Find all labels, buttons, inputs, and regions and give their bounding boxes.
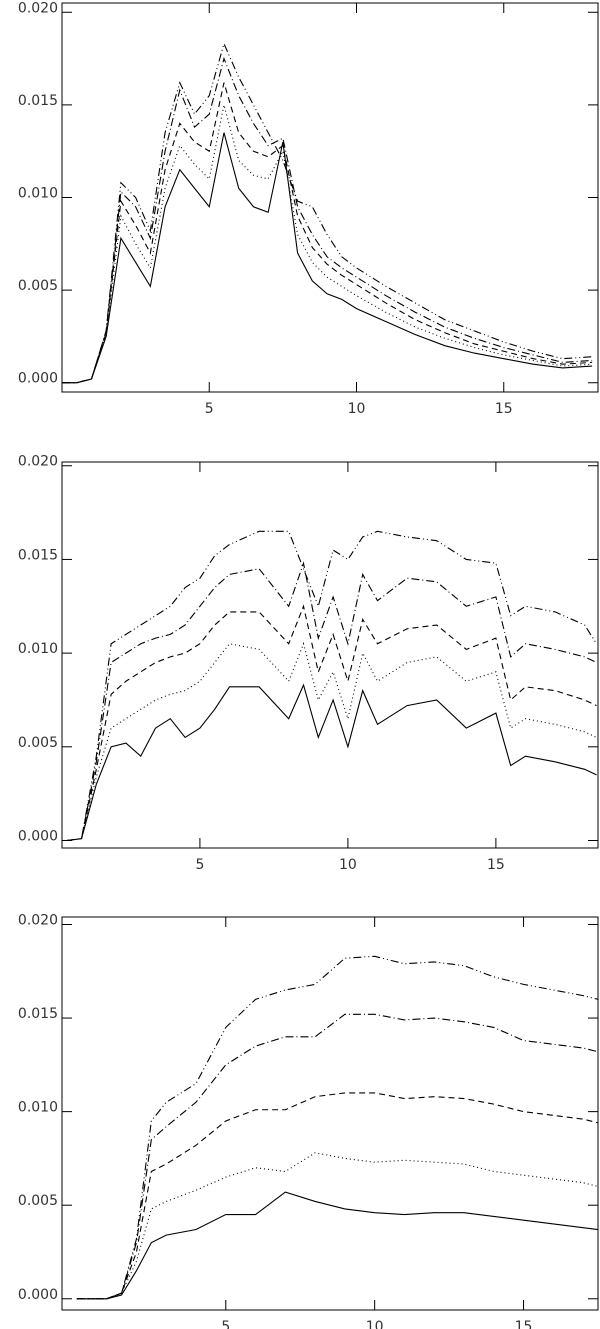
y-tick-label: 0.000 (18, 371, 58, 387)
x-tick-label: 5 (195, 857, 204, 873)
series-line (66, 641, 597, 842)
x-tick-label: 10 (348, 401, 366, 417)
plot-frame (61, 461, 599, 849)
y-tick-label: 0.015 (18, 93, 58, 109)
series-line (76, 1092, 599, 1300)
y-tick-label: 0.000 (18, 1287, 58, 1303)
series-line (62, 82, 593, 384)
y-tick-label: 0.020 (18, 454, 58, 470)
y-tick-label: 0.005 (18, 735, 58, 751)
y-tick-label: 0.015 (18, 547, 58, 563)
y-tick-label: 0.010 (18, 641, 58, 657)
y-tick-label: 0.000 (18, 829, 58, 845)
series-line (76, 1191, 599, 1300)
series-line (76, 1152, 599, 1300)
x-tick-label: 15 (495, 401, 513, 417)
x-tick-label: 15 (515, 1319, 533, 1329)
y-tick-label: 0.005 (18, 1193, 58, 1209)
y-tick-label: 0.010 (18, 1100, 58, 1116)
series-line (76, 1013, 599, 1300)
x-tick-label: 10 (339, 857, 357, 873)
series-line (62, 56, 593, 384)
y-tick-label: 0.005 (18, 278, 58, 294)
series-line (66, 604, 597, 842)
y-tick-label: 0.020 (18, 912, 58, 928)
series-line (62, 104, 593, 384)
x-tick-label: 15 (487, 857, 505, 873)
y-tick-label: 0.010 (18, 186, 58, 202)
x-tick-label: 10 (366, 1319, 384, 1329)
plot-frame (61, 916, 599, 1311)
y-tick-label: 0.015 (18, 1006, 58, 1022)
series-line (62, 132, 593, 384)
y-tick-label: 0.020 (18, 0, 58, 16)
series-line (66, 530, 597, 842)
series-line (76, 955, 599, 1300)
series-line (66, 561, 597, 842)
series-line (62, 42, 593, 384)
x-tick-label: 5 (221, 1319, 230, 1329)
x-tick-label: 5 (205, 401, 214, 417)
plot-frame (61, 2, 599, 393)
series-line (66, 683, 597, 842)
